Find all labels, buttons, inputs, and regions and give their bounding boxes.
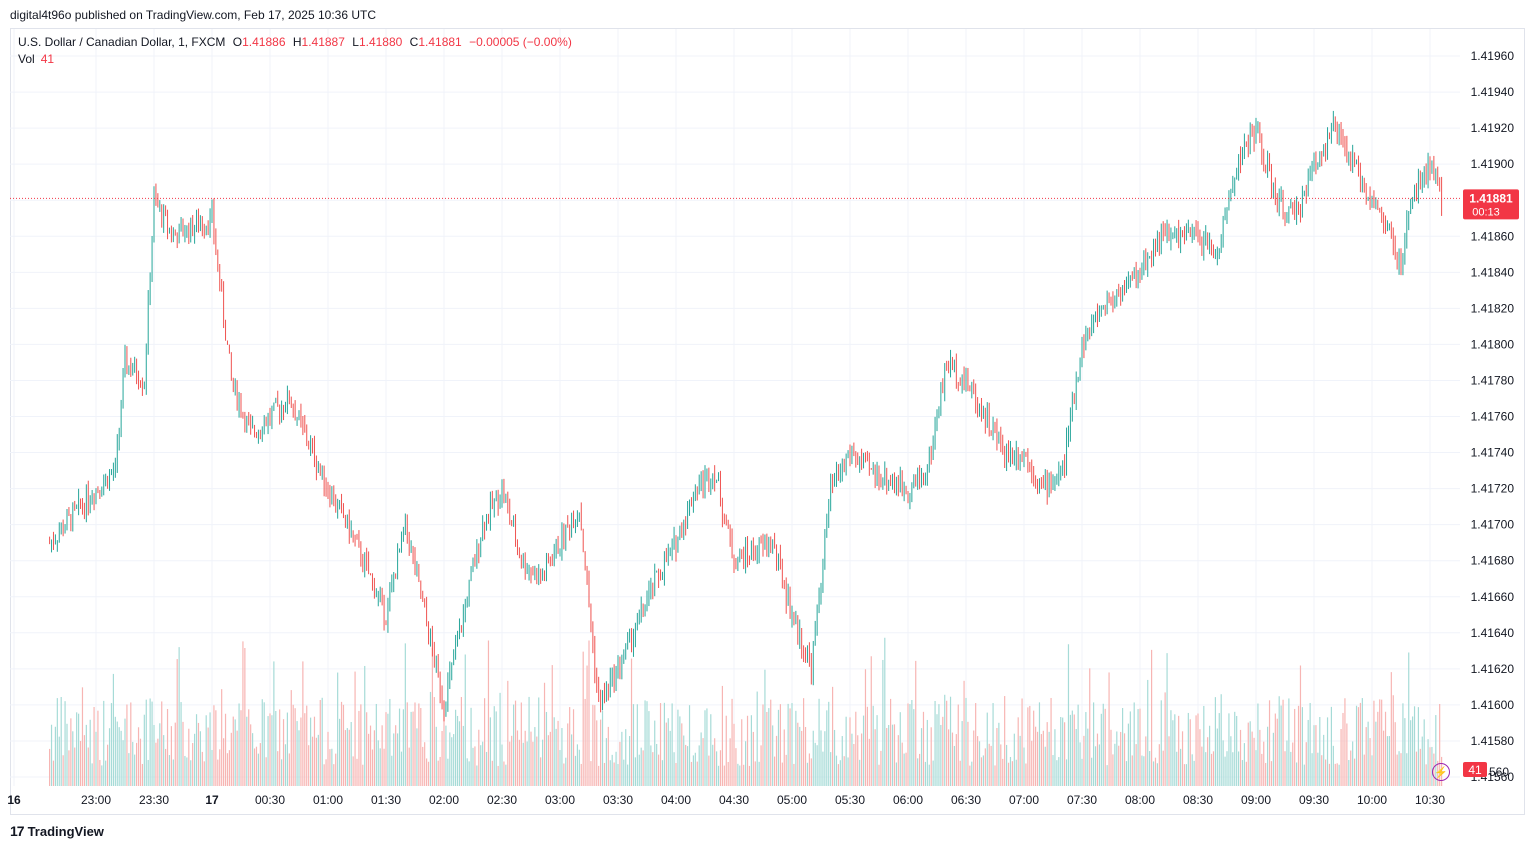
chart-grid — [10, 29, 1460, 786]
high-value: 1.41887 — [301, 35, 345, 49]
time-tick-label: 05:00 — [777, 793, 807, 807]
change-value: −0.00005 (−0.00%) — [469, 35, 572, 49]
candlesticks — [49, 110, 1443, 722]
published-caption: digital4t96o published on TradingView.co… — [10, 8, 377, 22]
price-tick-label: 1.41700 — [1471, 518, 1515, 532]
time-tick-label: 09:30 — [1299, 793, 1329, 807]
price-tick-label: 1.41920 — [1471, 121, 1515, 135]
time-axis: 16 23:00 23:30 17 00:30 01:00 01:30 02:00 02:30 0… — [7, 793, 1445, 807]
time-tick-label: 02:30 — [487, 793, 517, 807]
price-tick-label: 1.41940 — [1471, 85, 1515, 99]
brand-name: TradingView — [27, 823, 104, 839]
ohlc-legend: U.S. Dollar / Canadian Dollar, 1, FXCM O… — [18, 35, 576, 49]
last-price-text: 1.41881 — [1469, 191, 1513, 205]
symbol-label[interactable]: U.S. Dollar / Canadian Dollar, 1, FXCM — [18, 35, 226, 49]
countdown-text: 00:13 — [1472, 206, 1500, 218]
price-tick-label: 1.41680 — [1471, 554, 1515, 568]
time-tick-label: 06:00 — [893, 793, 923, 807]
volume-label: Vol — [18, 52, 35, 66]
volume-bars — [48, 637, 1443, 786]
price-tick-label: 1.41580 — [1471, 734, 1515, 748]
time-tick-label: 08:30 — [1183, 793, 1213, 807]
time-tick-label: 02:00 — [429, 793, 459, 807]
high-label: H — [292, 35, 302, 49]
price-tick-label: 1.41720 — [1471, 482, 1515, 496]
volume-legend[interactable]: Vol 41 — [18, 52, 54, 66]
tradingview-logo-icon: 17 — [10, 823, 25, 839]
close-label: C — [409, 35, 419, 49]
price-tick-label: 1.41840 — [1471, 265, 1515, 279]
price-tick-label: 1.41960 — [1471, 49, 1515, 63]
price-tick-label: 1.41740 — [1471, 446, 1515, 460]
time-tick-label: 17 — [205, 793, 219, 807]
time-tick-label: 09:00 — [1241, 793, 1271, 807]
volume-tag-text: 41 — [1468, 763, 1482, 777]
chart-frame — [10, 28, 1525, 815]
time-tick-label: 01:00 — [313, 793, 343, 807]
time-tick-label: 07:00 — [1009, 793, 1039, 807]
time-tick-label: 23:00 — [81, 793, 111, 807]
time-tick-label: 10:30 — [1415, 793, 1445, 807]
time-tick-label: 04:00 — [661, 793, 691, 807]
time-tick-label: 03:00 — [545, 793, 575, 807]
time-tick-label: 10:00 — [1357, 793, 1387, 807]
price-tick-label: 1.41780 — [1471, 373, 1515, 387]
time-tick-label: 23:30 — [139, 793, 169, 807]
price-tick-label: 1.41760 — [1471, 410, 1515, 424]
price-tick-label: 1.41640 — [1471, 626, 1515, 640]
price-tick-label: 1.41820 — [1471, 301, 1515, 315]
last-price-tag — [1463, 189, 1519, 220]
price-tick-label: 1.41600 — [1471, 698, 1515, 712]
price-tick-label: 1.41660 — [1471, 590, 1515, 604]
low-value: 1.41880 — [358, 35, 403, 49]
time-tick-label: 05:30 — [835, 793, 865, 807]
open-label: O — [232, 35, 243, 49]
footer-brand[interactable]: 17 TradingView — [10, 823, 104, 839]
lightning-icon[interactable]: ⚡ — [1432, 763, 1450, 781]
time-tick-label: 16 — [7, 793, 21, 807]
time-tick-label: 03:30 — [603, 793, 633, 807]
price-axis: 1.419601.419401.419201.419001.418801.418… — [1471, 49, 1515, 784]
close-value: 1.41881 — [418, 35, 462, 49]
open-value: 1.41886 — [242, 35, 286, 49]
price-tick-label: 1.41900 — [1471, 157, 1515, 171]
volume-tag — [1463, 762, 1487, 777]
time-tick-label: 08:00 — [1125, 793, 1155, 807]
time-tick-label: 06:30 — [951, 793, 981, 807]
time-tick-label: 01:30 — [371, 793, 401, 807]
price-tick-label: 1.41800 — [1471, 337, 1515, 351]
volume-value: 41 — [40, 52, 55, 66]
time-tick-label: 04:30 — [719, 793, 749, 807]
time-tick-label: 00:30 — [255, 793, 285, 807]
price-tick-label-partial: 560 — [1489, 765, 1509, 779]
low-label: L — [352, 35, 359, 49]
price-tick-label: 1.41860 — [1471, 229, 1515, 243]
price-tick-label: 1.41620 — [1471, 662, 1515, 676]
time-tick-label: 07:30 — [1067, 793, 1097, 807]
